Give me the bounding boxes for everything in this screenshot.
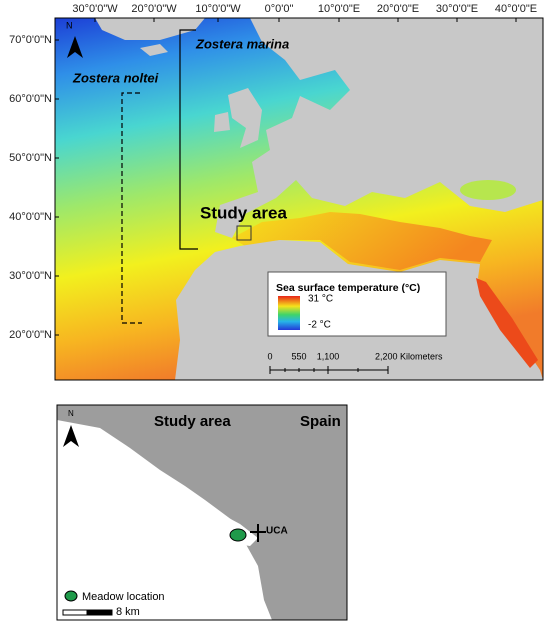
legend-label: Meadow location	[82, 591, 165, 603]
site-label: UCA	[266, 526, 288, 537]
site-marker	[250, 524, 266, 542]
species-label: Zostera noltei	[72, 70, 159, 85]
scale-label: 1,100	[317, 351, 340, 361]
scale-label: 550	[291, 351, 306, 361]
detail-map	[57, 405, 347, 620]
red-sea	[476, 278, 538, 368]
scale-segment	[86, 609, 113, 616]
overview-map	[55, 18, 543, 380]
lon-label: 0°0'0"	[265, 3, 294, 15]
scale-bar	[269, 366, 389, 374]
land	[57, 405, 347, 620]
greenland	[95, 18, 205, 40]
lon-label: 10°0'0"W	[195, 3, 241, 15]
marina-range	[179, 29, 198, 250]
mediterranean	[232, 212, 492, 270]
lon-label: 40°0'0"E	[495, 3, 537, 15]
north-arrow	[63, 425, 79, 447]
legend-low: -2 °C	[308, 320, 331, 331]
iceland	[140, 44, 168, 56]
lat-label: 40°0'0"N	[9, 211, 52, 223]
detail-title: Study area	[154, 413, 231, 430]
lat-label: 30°0'0"N	[9, 270, 52, 282]
lat-label: 60°0'0"N	[9, 93, 52, 105]
north-arrow	[67, 36, 83, 58]
species-label: Zostera marina	[195, 36, 289, 51]
lon-labels: 30°0'0"W 20°0'0"W 10°0'0"W 0°0'0" 10°0'0"E 20…	[72, 3, 537, 22]
lat-labels: 70°0'0"N 60°0'0"N 50°0'0"N 40°0'0"N 30°0'0"N…	[9, 34, 59, 341]
scale-label: 0	[267, 351, 272, 361]
scale-labels: 0 550 1,100 2,200 Kilometers	[267, 351, 443, 361]
black-sea	[460, 180, 516, 200]
legend-title: Sea surface temperature (°C)	[276, 282, 420, 294]
country-label: Spain	[300, 413, 341, 430]
british-isles	[214, 88, 262, 148]
study-area-box	[236, 225, 252, 241]
lat-label: 20°0'0"N	[9, 329, 52, 341]
legend-high: 31 °C	[308, 294, 333, 305]
scale-label: 8 km	[116, 606, 140, 618]
north-label: N	[66, 20, 73, 30]
scale-segment	[62, 609, 88, 616]
lat-label: 70°0'0"N	[9, 34, 52, 46]
lon-label: 30°0'0"W	[72, 3, 118, 15]
noltei-range	[121, 92, 142, 324]
lon-label: 10°0'0"E	[318, 3, 360, 15]
lat-label: 50°0'0"N	[9, 152, 52, 164]
lon-label: 30°0'0"E	[436, 3, 478, 15]
scale-label: 2,200 Kilometers	[375, 351, 443, 361]
meadow	[229, 528, 247, 542]
legend-ramp	[278, 296, 300, 330]
lon-label: 20°0'0"E	[377, 3, 419, 15]
study-area-label: Study area	[200, 203, 287, 222]
lon-label: 20°0'0"W	[131, 3, 177, 15]
europe	[215, 18, 543, 238]
north-label: N	[68, 409, 74, 418]
detail-frame	[56, 404, 348, 621]
legend-symbol	[64, 590, 78, 602]
map-frame	[54, 17, 544, 381]
